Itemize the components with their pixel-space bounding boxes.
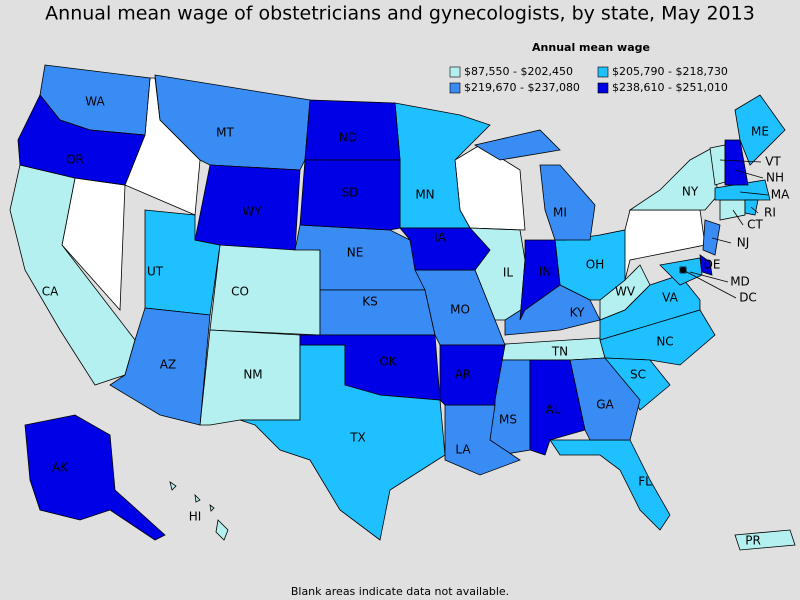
- state-label: OR: [66, 153, 84, 167]
- state: [9, 164, 136, 386]
- state-label: IN: [539, 265, 552, 279]
- legend-label: $205,790 - $218,730: [612, 65, 728, 78]
- legend-label: $238,610 - $251,010: [612, 81, 728, 94]
- state-label: MN: [415, 188, 434, 202]
- state-label: IL: [503, 266, 514, 280]
- leader-line: [689, 271, 729, 283]
- state-label: MI: [553, 206, 567, 220]
- state: [299, 159, 401, 231]
- state-label: TN: [551, 345, 568, 359]
- state: [194, 493, 201, 503]
- state-label: ND: [339, 131, 357, 145]
- state-label: OH: [586, 258, 604, 272]
- legend-swatch: [597, 66, 609, 78]
- state-label: AR: [455, 368, 472, 382]
- leader-line: [711, 237, 732, 244]
- state-label: SD: [342, 186, 359, 200]
- state-label: AL: [546, 403, 561, 417]
- state-label: MS: [499, 413, 517, 427]
- state-label: AK: [52, 461, 69, 475]
- state: [473, 129, 561, 161]
- state: [724, 139, 749, 186]
- leader-line: [734, 169, 764, 179]
- state: [699, 254, 713, 276]
- dc-dot: [680, 267, 686, 273]
- state-label: CT: [747, 218, 763, 232]
- state-label: IA: [434, 231, 447, 245]
- state-label: MD: [730, 275, 750, 289]
- state-label: MO: [450, 303, 470, 317]
- state-label: DC: [739, 291, 757, 305]
- state: [529, 359, 586, 456]
- state-label: AZ: [160, 358, 176, 372]
- state: [399, 227, 491, 271]
- state-label: OK: [379, 355, 397, 369]
- state-label: VA: [662, 291, 678, 305]
- legend-swatch: [449, 66, 461, 78]
- state: [519, 239, 561, 321]
- state-label: KY: [570, 306, 585, 320]
- legend-swatch: [597, 82, 609, 94]
- leader-line: [739, 191, 769, 196]
- state-label: GA: [596, 398, 614, 412]
- state: [714, 179, 771, 201]
- footnote: Blank areas indicate data not available.: [291, 585, 509, 598]
- legend-label: $219,670 - $237,080: [464, 81, 580, 94]
- state-label: NE: [347, 246, 364, 260]
- state-label: ME: [751, 125, 769, 139]
- legend-swatch: [449, 82, 461, 94]
- state-label: DE: [704, 258, 721, 272]
- state: [215, 519, 229, 541]
- state-label: WV: [615, 285, 636, 299]
- leader-line: [750, 206, 759, 214]
- state-label: FL: [638, 475, 652, 489]
- state-label: NY: [682, 185, 699, 199]
- leader-line: [682, 269, 737, 299]
- leader-line: [719, 159, 762, 163]
- state: [169, 481, 177, 491]
- legend-title: Annual mean wage: [532, 41, 650, 54]
- state: [24, 414, 166, 541]
- states: [9, 64, 796, 551]
- state-label: KS: [362, 295, 378, 309]
- state-label: MA: [771, 188, 790, 202]
- state: [734, 529, 796, 551]
- legend-label: $87,550 - $202,450: [464, 65, 573, 78]
- state: [539, 164, 596, 241]
- state-label: CO: [231, 285, 249, 299]
- state-label: NM: [243, 368, 262, 382]
- state-label: LA: [455, 443, 471, 457]
- state: [734, 94, 786, 166]
- state: [702, 219, 721, 256]
- state-label: NJ: [737, 236, 750, 250]
- map-title: Annual mean wage of obstetricians and gy…: [45, 3, 755, 25]
- state: [299, 334, 441, 401]
- leader-line: [732, 209, 744, 226]
- state-label: PR: [745, 534, 761, 548]
- state: [209, 244, 321, 336]
- state: [194, 164, 301, 251]
- state-label: NH: [766, 171, 784, 185]
- state-label: RI: [764, 206, 776, 220]
- state-label: WA: [85, 95, 105, 109]
- state: [109, 307, 211, 426]
- state: [439, 344, 506, 406]
- state-no-data: [599, 209, 706, 282]
- state-label: CA: [42, 285, 59, 299]
- state: [209, 504, 215, 512]
- state-label: TX: [349, 431, 366, 445]
- state-label: MT: [216, 126, 234, 140]
- state-label: SC: [630, 368, 646, 382]
- state-label: WY: [242, 205, 262, 219]
- state-label: NC: [656, 335, 673, 349]
- state-label: VT: [765, 155, 781, 169]
- state: [17, 94, 146, 186]
- state-label: HI: [189, 510, 202, 524]
- state-label: UT: [147, 265, 164, 279]
